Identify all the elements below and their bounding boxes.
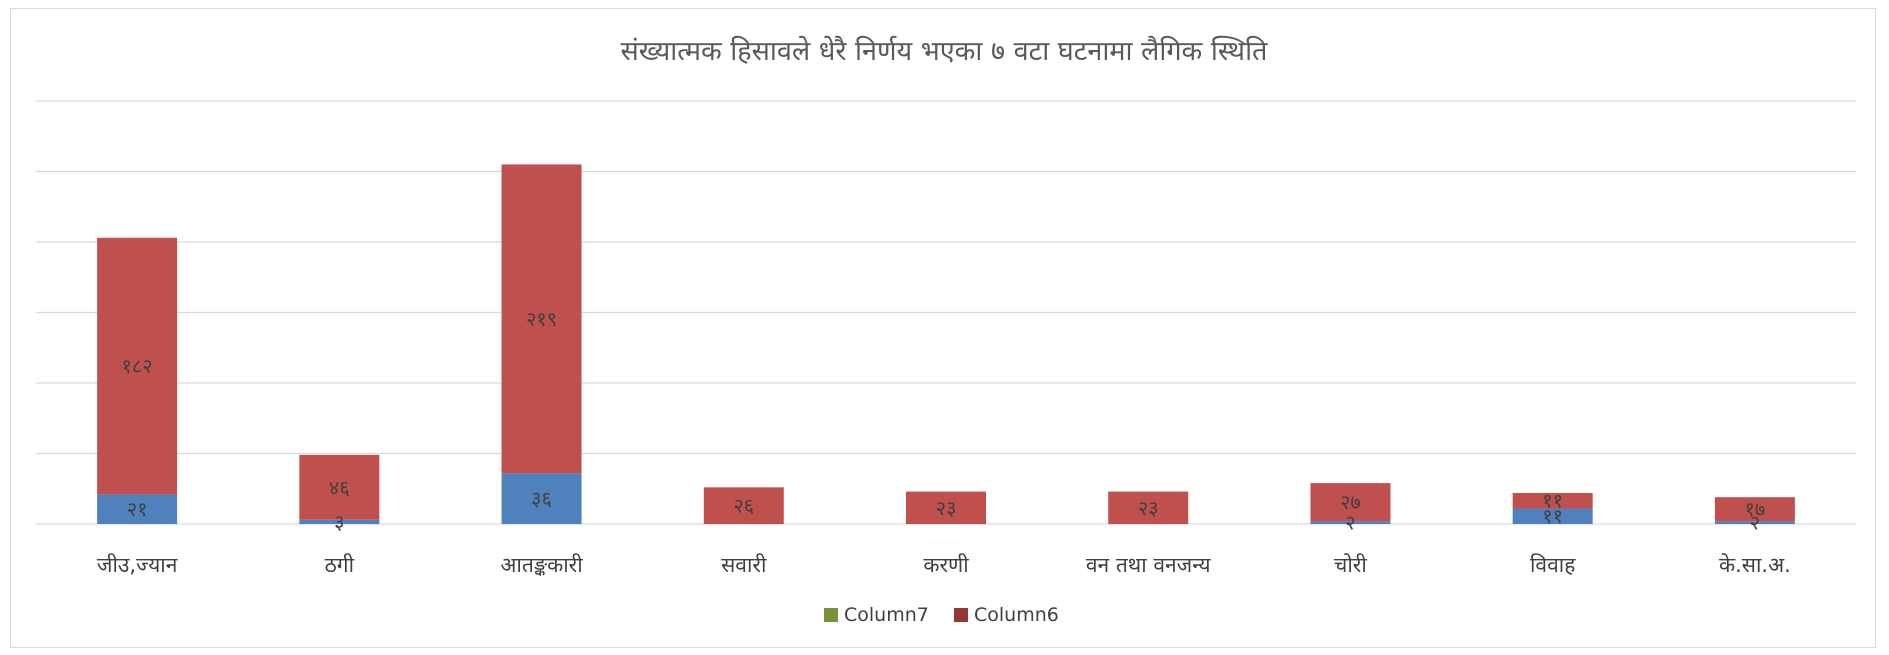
bar-s1-c8 bbox=[1714, 497, 1795, 522]
bar-s1-c2 bbox=[501, 164, 582, 474]
data-label-s1-c3: २६ bbox=[733, 494, 754, 518]
bar-s1-c3 bbox=[703, 487, 784, 524]
chart-frame: संख्यात्मक हिसावले धेरै निर्णय भएका ७ वट… bbox=[10, 8, 1876, 648]
category-label-6: चोरी bbox=[1334, 553, 1367, 577]
data-label-s1-c1: ४६ bbox=[329, 475, 350, 499]
category-label-4: करणी bbox=[923, 553, 969, 577]
data-label-s1-c2: २१९ bbox=[526, 307, 557, 331]
category-label-8: के.सा.अ. bbox=[1719, 553, 1791, 577]
bar-s1-c7 bbox=[1512, 492, 1593, 509]
bar-s1-c1 bbox=[299, 454, 380, 520]
category-labels: जीउ,ज्यान ठगी आतङ्ककारी सवारी करणी वन तथा वनज… bbox=[97, 553, 1791, 577]
data-label-s1-c8: १७ bbox=[1744, 497, 1765, 521]
legend-swatch-0 bbox=[824, 608, 838, 622]
bar-s1-c4 bbox=[906, 491, 986, 524]
data-label-s1-c6: २७ bbox=[1340, 490, 1361, 514]
data-label-s0-c2: ३६ bbox=[531, 487, 552, 511]
bar-s0-c6 bbox=[1310, 521, 1391, 524]
chart-svg: संख्यात्मक हिसावले धेरै निर्णय भएका ७ वट… bbox=[36, 35, 1856, 626]
data-label-s0-c0: २१ bbox=[127, 497, 148, 521]
bar-s1-c5 bbox=[1108, 491, 1189, 524]
category-label-7: विवाह bbox=[1530, 553, 1576, 577]
data-label-s1-c7: ११ bbox=[1542, 489, 1563, 513]
bars bbox=[97, 164, 1795, 524]
legend-label-1: Column6 bbox=[974, 604, 1059, 626]
data-label-s0-c8: २ bbox=[1750, 511, 1760, 535]
bar-s0-c8 bbox=[1714, 521, 1795, 524]
data-label-s0-c6: २ bbox=[1345, 511, 1355, 535]
category-label-5: वन तथा वनजन्य bbox=[1086, 553, 1212, 577]
data-label-s0-c1: ३ bbox=[334, 510, 344, 534]
data-label-s1-c4: २३ bbox=[936, 496, 957, 520]
category-label-0: जीउ,ज्यान bbox=[97, 553, 178, 577]
category-label-1: ठगी bbox=[325, 553, 355, 577]
chart-title: संख्यात्मक हिसावले धेरै निर्णय भएका ७ वट… bbox=[621, 35, 1269, 67]
gridlines bbox=[36, 100, 1856, 525]
bar-s0-c2 bbox=[501, 473, 582, 524]
data-label-s1-c0: १८२ bbox=[122, 354, 153, 378]
bar-s1-c6 bbox=[1310, 483, 1391, 522]
bar-s0-c7 bbox=[1512, 508, 1593, 524]
bar-s1-c0 bbox=[97, 237, 178, 495]
legend-label-0: Column7 bbox=[844, 604, 929, 626]
category-label-2: आतङ्ककारी bbox=[500, 553, 583, 577]
legend-swatch-1 bbox=[954, 608, 968, 622]
legend: Column7 Column6 bbox=[824, 604, 1059, 626]
bar-s0-c0 bbox=[97, 494, 178, 524]
data-label-s0-c7: ११ bbox=[1542, 504, 1563, 528]
bar-s0-c1 bbox=[299, 519, 380, 524]
category-label-3: सवारी bbox=[721, 553, 767, 577]
data-label-s1-c5: २३ bbox=[1138, 496, 1159, 520]
